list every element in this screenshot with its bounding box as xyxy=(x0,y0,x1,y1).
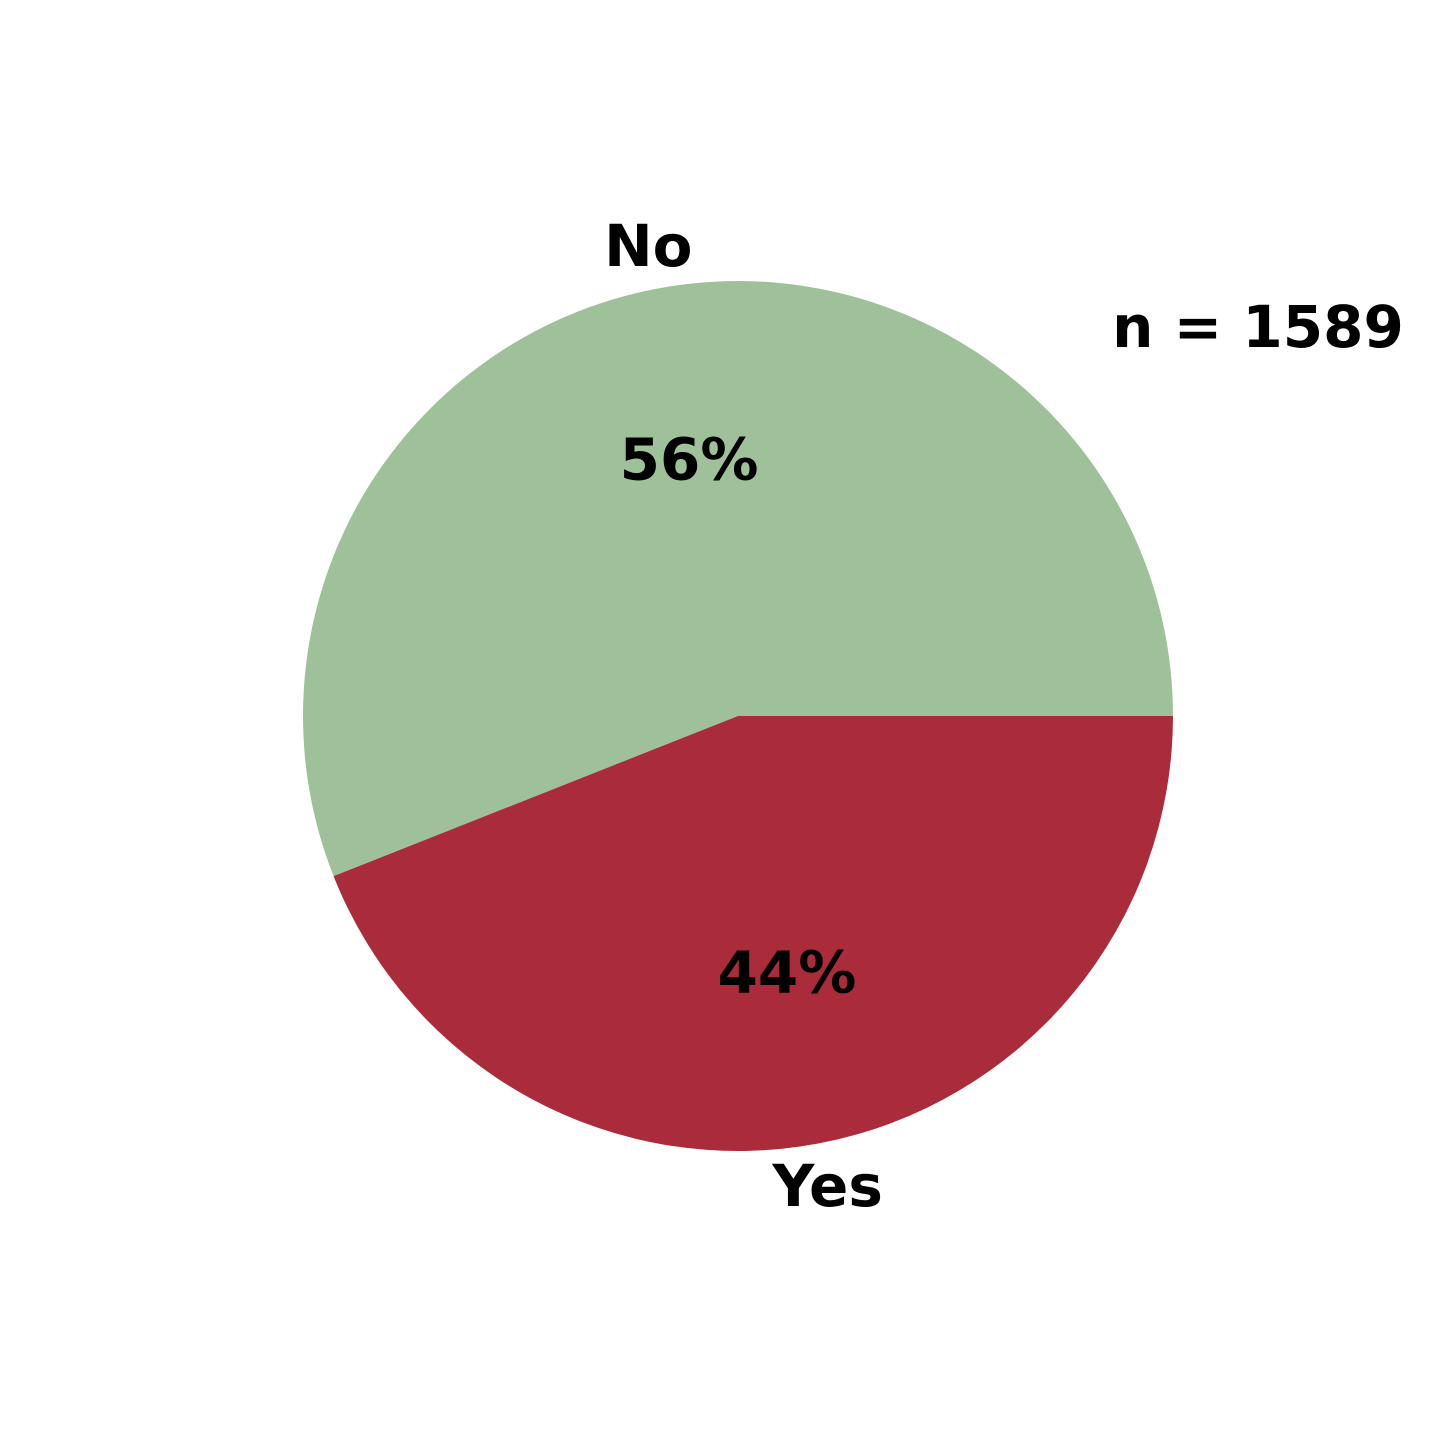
pie-slice-no xyxy=(303,281,1173,877)
pie-slices xyxy=(303,281,1173,1152)
pie-slice-yes xyxy=(333,716,1173,1152)
sample-size-annotation: n = 1589 xyxy=(1112,293,1404,361)
pie-category-label-no: No xyxy=(604,212,692,280)
pie-category-label-yes: Yes xyxy=(771,1152,883,1220)
pie-percent-label-no: 56% xyxy=(620,426,759,494)
pie-labels: 56% No 44% Yes xyxy=(604,212,883,1220)
pie-percent-label-yes: 44% xyxy=(717,938,856,1006)
